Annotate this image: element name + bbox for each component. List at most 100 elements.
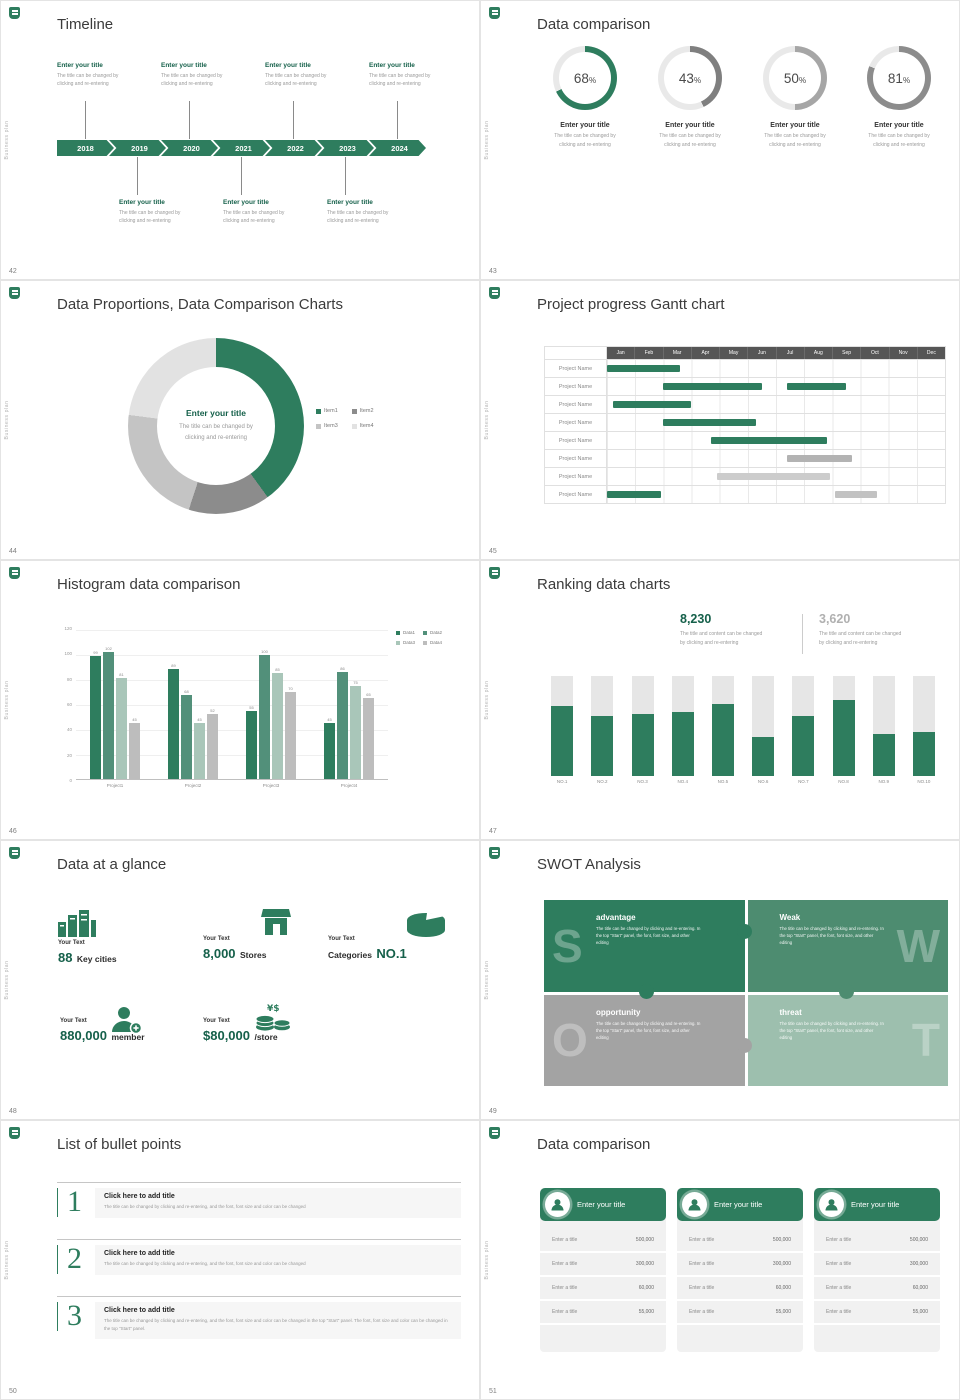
entry-desc: clicking and re-entering <box>327 218 379 225</box>
entry-desc: The title can be changed by <box>327 209 389 216</box>
timeline-entry: Enter your title The title can be change… <box>119 199 215 226</box>
slide-47-ranking[interactable]: Business plan 47 Ranking data charts 8,2… <box>480 560 960 840</box>
y-axis-tick: 80 <box>66 676 72 682</box>
puzzle-tab <box>737 1038 752 1053</box>
gantt-row-label: Project Name <box>545 360 607 377</box>
slide-49-swot[interactable]: Business plan 49 SWOT Analysis S advanta… <box>480 840 960 1120</box>
center-title: Enter your title <box>186 408 246 419</box>
swot-quad-desc: The title can be changed by clicking and… <box>779 1020 884 1040</box>
swot-letter: S <box>552 919 583 972</box>
connector-line <box>345 157 346 195</box>
gantt-bar <box>716 473 830 480</box>
bullet-desc: The title can be changed by clicking and… <box>104 1204 306 1209</box>
bar-value-label: 81 <box>119 672 124 678</box>
gantt-month-cell: Feb <box>635 347 664 359</box>
histogram-bar <box>116 678 127 779</box>
timeline-entry: Enter your title The title can be change… <box>57 62 153 89</box>
ranking-column: NO.8 <box>823 676 863 784</box>
histogram-bar <box>259 654 270 779</box>
card-title: Enter your title <box>851 1200 900 1209</box>
histogram-bar <box>285 692 296 779</box>
legend-label: Item1 <box>324 408 338 414</box>
legend-marker <box>423 640 428 645</box>
slide-44-data-proportions[interactable]: Business plan 44 Data Proportions, Data … <box>0 280 480 560</box>
logo-icon <box>489 287 500 299</box>
person-icon <box>688 1199 701 1211</box>
slide-48-data-at-a-glance[interactable]: Business plan 48 Data at a glance Your T… <box>0 840 480 1120</box>
puzzle-tab <box>737 924 752 939</box>
store-icon <box>261 909 291 935</box>
slide-45-gantt[interactable]: Business plan 45 Project progress Gantt … <box>480 280 960 560</box>
ranking-column: NO.10 <box>904 676 944 784</box>
stat-desc: The title and content can be changed by … <box>680 631 763 646</box>
bullet-number: 2 <box>57 1244 91 1274</box>
legend-label: Item3 <box>324 423 338 429</box>
slide-42-timeline[interactable]: Business plan 42 Timeline Enter your tit… <box>0 0 480 280</box>
ranking-bar <box>591 716 614 776</box>
gantt-track <box>607 432 945 449</box>
puzzle-tab <box>839 984 854 999</box>
ranking-bar <box>752 737 775 776</box>
gantt-month-cell: Sep <box>833 347 862 359</box>
ranking-track <box>832 676 855 776</box>
bar-value-label: 100 <box>261 648 268 654</box>
ranking-category-label: NO.4 <box>677 779 688 784</box>
stat-desc: The title and content can be changed by … <box>819 631 902 646</box>
comparison-card: Enter your title Enter a title 500,000 En… <box>814 1188 940 1352</box>
cheese-wheel-icon <box>407 912 445 937</box>
entry-desc: clicking and re-entering <box>369 81 421 88</box>
sidebar-vertical-text: Business plan <box>484 400 490 440</box>
card-header: Enter your title <box>677 1188 803 1221</box>
slide-46-histogram[interactable]: Business plan 46 Histogram data comparis… <box>0 560 480 840</box>
ranking-chart: NO.1 NO.2 NO.3 NO.4 NO.5 NO.6 NO.7 NO.8 NO.9 NO.1… <box>542 676 944 784</box>
person-icon <box>825 1199 838 1211</box>
bar-value-label: 70 <box>288 686 293 692</box>
bullet-item: 1 Click here to add title The title can … <box>57 1182 461 1218</box>
legend-item: Data3 <box>396 640 415 645</box>
slide-50-bullet-list[interactable]: Business plan 50 List of bullet points 1… <box>0 1120 480 1400</box>
histogram-bar <box>207 714 218 779</box>
legend-marker <box>396 630 400 635</box>
timeline-year-segment: 2022 <box>265 140 322 156</box>
slide-51-data-comparison-cards[interactable]: Business plan 51 Data comparison Enter y… <box>480 1120 960 1400</box>
page-number: 46 <box>9 828 17 835</box>
logo-icon <box>9 567 20 579</box>
slide-43-data-comparison[interactable]: Business plan 43 Data comparison 68% Ent… <box>480 0 960 280</box>
timeline-entry: Enter your title The title can be change… <box>369 62 465 89</box>
donut-stat-item: 68% Enter your title The title can be ch… <box>537 46 633 149</box>
ranking-bar <box>792 716 815 776</box>
gantt-month-cell: Oct <box>861 347 890 359</box>
page-number: 50 <box>9 1388 17 1395</box>
timeline-year-segment: 2021 <box>213 140 270 156</box>
timeline-year-bar: 2018 2019 2020 2021 2022 2023 2024 <box>57 140 426 156</box>
card-row: Enter a title 55,000 <box>677 1301 803 1325</box>
sidebar-vertical-text: Business plan <box>484 1240 490 1280</box>
histogram-bar <box>181 694 192 779</box>
bar-value-label: 99 <box>93 650 98 656</box>
ranking-column: NO.6 <box>743 676 783 784</box>
gantt-row-label: Project Name <box>545 468 607 485</box>
gantt-track <box>607 378 945 395</box>
divider <box>802 614 803 654</box>
connector-line <box>241 157 242 195</box>
ranking-track <box>912 676 935 776</box>
bar-value-label: 55 <box>249 704 254 710</box>
legend-label: Data2 <box>430 630 443 635</box>
item-title: Enter your title <box>665 122 715 129</box>
swot-quad-title: opportunity <box>596 1007 641 1017</box>
ranking-category-label: NO.10 <box>917 779 931 784</box>
item-label: Your Text <box>60 1018 87 1024</box>
ranking-category-label: NO.7 <box>798 779 809 784</box>
gantt-corner-cell <box>545 347 607 359</box>
bar-value-label: 52 <box>210 708 215 714</box>
slide-title: Ranking data charts <box>537 576 671 593</box>
logo-icon <box>489 1127 500 1139</box>
item-label: Your Text <box>203 1018 230 1024</box>
slide-title: SWOT Analysis <box>537 856 641 873</box>
item-title: Enter your title <box>770 122 820 129</box>
svg-text:¥$: ¥$ <box>267 1004 280 1014</box>
sidebar-vertical-text: Business plan <box>4 120 10 160</box>
donut-ring: 43% <box>658 46 722 110</box>
card-row: Enter a title 60,000 <box>814 1277 940 1301</box>
